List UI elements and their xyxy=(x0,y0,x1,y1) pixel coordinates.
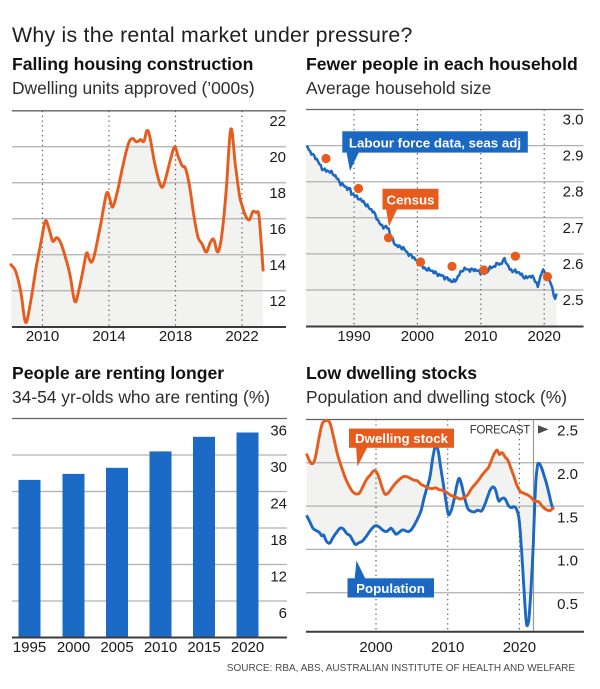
svg-text:2010: 2010 xyxy=(464,328,497,345)
svg-text:2010: 2010 xyxy=(431,639,464,656)
svg-text:2005: 2005 xyxy=(100,639,133,656)
svg-text:12: 12 xyxy=(269,293,286,310)
svg-text:1.5: 1.5 xyxy=(557,509,578,526)
svg-text:6: 6 xyxy=(279,605,287,622)
svg-text:1995: 1995 xyxy=(13,639,46,656)
svg-text:24: 24 xyxy=(270,496,287,513)
svg-text:Population: Population xyxy=(356,581,425,596)
svg-text:2020: 2020 xyxy=(528,328,561,345)
svg-text:1.0: 1.0 xyxy=(557,553,578,570)
svg-text:2.5: 2.5 xyxy=(557,423,578,440)
svg-text:2010: 2010 xyxy=(144,639,177,656)
svg-text:FORECAST: FORECAST xyxy=(470,425,530,437)
svg-text:1990: 1990 xyxy=(337,328,370,345)
svg-text:Dwelling stock: Dwelling stock xyxy=(355,431,449,446)
svg-text:22: 22 xyxy=(269,113,286,130)
svg-text:2.8: 2.8 xyxy=(563,184,584,201)
svg-text:2.7: 2.7 xyxy=(563,220,584,237)
svg-text:2018: 2018 xyxy=(159,328,192,345)
svg-text:20: 20 xyxy=(269,149,286,166)
svg-text:2000: 2000 xyxy=(401,328,434,345)
svg-text:36: 36 xyxy=(270,423,287,440)
svg-text:0.5: 0.5 xyxy=(557,596,578,613)
svg-text:30: 30 xyxy=(270,459,287,476)
svg-text:2.6: 2.6 xyxy=(563,256,584,273)
svg-text:2000: 2000 xyxy=(359,639,392,656)
svg-text:12: 12 xyxy=(270,569,287,586)
svg-text:18: 18 xyxy=(270,532,287,549)
svg-text:2022: 2022 xyxy=(225,328,258,345)
svg-text:14: 14 xyxy=(269,257,286,274)
svg-text:2.5: 2.5 xyxy=(563,292,584,309)
svg-text:2000: 2000 xyxy=(57,639,90,656)
svg-text:2.9: 2.9 xyxy=(563,148,584,165)
svg-text:2.0: 2.0 xyxy=(557,466,578,483)
svg-text:2014: 2014 xyxy=(92,328,125,345)
svg-text:2020: 2020 xyxy=(231,639,264,656)
svg-text:Labour force data, seas adj: Labour force data, seas adj xyxy=(349,135,521,150)
svg-text:2015: 2015 xyxy=(187,639,220,656)
svg-text:Census: Census xyxy=(386,193,434,208)
svg-text:2010: 2010 xyxy=(26,328,59,345)
svg-text:18: 18 xyxy=(269,185,286,202)
svg-text:2020: 2020 xyxy=(503,639,536,656)
svg-text:3.0: 3.0 xyxy=(563,112,584,129)
svg-text:16: 16 xyxy=(269,221,286,238)
